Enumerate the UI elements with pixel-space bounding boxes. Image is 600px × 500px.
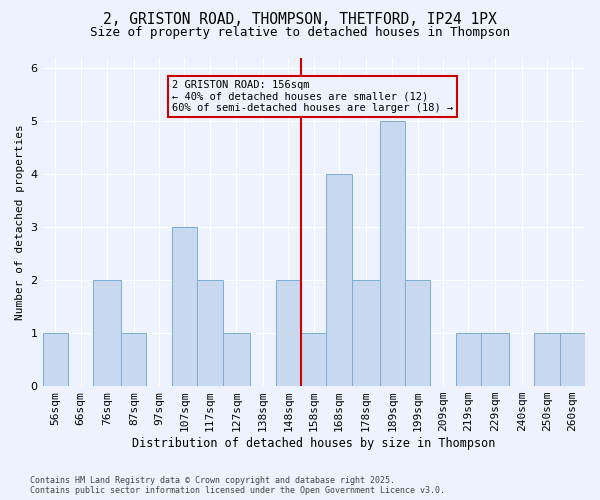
Bar [481,333,509,386]
Bar [276,280,301,386]
Bar [43,333,68,386]
Bar [197,280,223,386]
Text: 2 GRISTON ROAD: 156sqm
← 40% of detached houses are smaller (12)
60% of semi-det: 2 GRISTON ROAD: 156sqm ← 40% of detached… [172,80,453,113]
Bar [380,121,405,386]
Bar [560,333,585,386]
Text: 2, GRISTON ROAD, THOMPSON, THETFORD, IP24 1PX: 2, GRISTON ROAD, THOMPSON, THETFORD, IP2… [103,12,497,28]
Text: Size of property relative to detached houses in Thompson: Size of property relative to detached ho… [90,26,510,39]
Bar [172,227,197,386]
Bar [456,333,481,386]
Bar [352,280,380,386]
Text: Contains HM Land Registry data © Crown copyright and database right 2025.
Contai: Contains HM Land Registry data © Crown c… [30,476,445,495]
Bar [326,174,352,386]
Bar [535,333,560,386]
Bar [121,333,146,386]
Bar [405,280,430,386]
Bar [301,333,326,386]
Bar [223,333,250,386]
Y-axis label: Number of detached properties: Number of detached properties [15,124,25,320]
Bar [93,280,121,386]
X-axis label: Distribution of detached houses by size in Thompson: Distribution of detached houses by size … [132,437,496,450]
